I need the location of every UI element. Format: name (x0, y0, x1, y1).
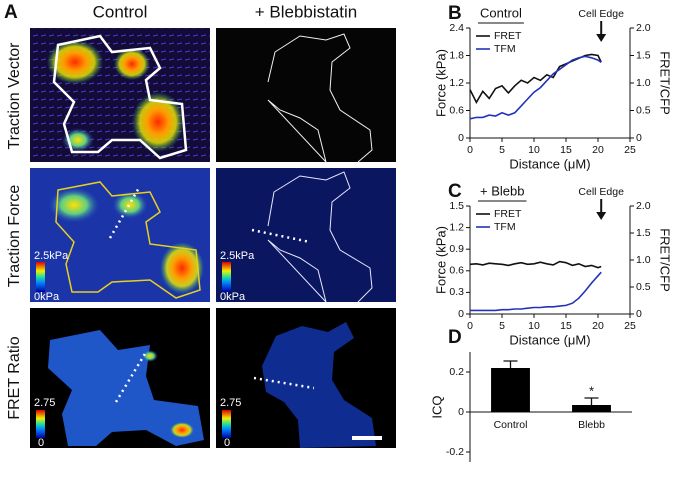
y2-tick-label: 0.5 (636, 104, 651, 116)
panel-letter: A (4, 2, 18, 23)
y-axis-label: ICQ (429, 395, 444, 418)
y-tick-label: 2.4 (449, 22, 464, 34)
bar (491, 368, 530, 412)
image-traction-vector-blebb (216, 28, 396, 164)
x-axis-label: Distance (μM) (509, 156, 590, 171)
y-axis-label: Force (kPa) (433, 226, 448, 294)
series-line (469, 53, 602, 104)
y-tick-label: 1.2 (449, 221, 464, 233)
y-tick-label: 1.8 (449, 49, 464, 61)
chart-title: Control (480, 5, 522, 20)
colorbar-min: 0kPa (220, 291, 246, 303)
y-tick-label: 0.9 (449, 243, 464, 255)
x-tick-label: 25 (624, 144, 636, 156)
x-tick-label: 10 (528, 144, 540, 156)
y-tick-label: 0 (458, 406, 464, 418)
series-line (469, 55, 602, 120)
chart-title: + Blebb (480, 183, 524, 198)
y2-tick-label: 2.0 (636, 200, 651, 212)
y-tick-label: 0.3 (449, 286, 464, 298)
x-axis-label: Distance (μM) (509, 332, 590, 347)
image-fret-control: 2.75 0 (30, 308, 210, 449)
series-line (470, 271, 602, 312)
y2-tick-label: 0 (636, 308, 642, 320)
y-tick-label: 0.2 (449, 366, 464, 378)
x-tick-label: 15 (560, 144, 572, 156)
y2-axis-label: FRET/CFP (658, 51, 673, 115)
colorbar-max: 2.75 (220, 397, 241, 409)
row-header: FRET Ratio (6, 336, 23, 419)
x-tick-label: 25 (624, 320, 636, 332)
y-tick-label: 0 (458, 308, 464, 320)
legend-label: FRET (494, 208, 522, 220)
y2-tick-label: 0 (636, 132, 642, 144)
colorbar-min: 0kPa (34, 291, 60, 303)
error-bar (584, 397, 599, 405)
x-tick-label: 0 (467, 320, 473, 332)
panel-letter: D (448, 327, 462, 348)
y2-tick-label: 1.0 (636, 254, 651, 266)
y2-axis-label: FRET/CFP (658, 228, 673, 292)
y-tick-label: 0 (458, 132, 464, 144)
colorbar-max: 2.5kPa (220, 250, 255, 262)
column-header: + Blebbistatin (255, 2, 358, 21)
x-tick-label: Blebb (578, 419, 605, 431)
row-header: Traction Vector (6, 42, 23, 150)
panel-letter: C (448, 181, 462, 202)
x-tick-label: 5 (499, 144, 505, 156)
y-tick-label: 1.5 (449, 200, 464, 212)
colorbar-max: 2.75 (34, 397, 55, 409)
legend-label: TFM (494, 43, 516, 55)
image-fret-blebb: 2.75 0 (216, 308, 396, 449)
x-tick-label: 0 (467, 144, 473, 156)
colorbar-max: 2.5kPa (34, 250, 69, 262)
y-tick-label: 0.6 (449, 104, 464, 116)
x-tick-label: 20 (592, 320, 604, 332)
y-axis-label: Force (kPa) (433, 49, 448, 117)
legend-label: TFM (494, 221, 516, 233)
image-traction-force-blebb: 2.5kPa 0kPa (216, 168, 396, 304)
annotation-arrowhead (596, 212, 607, 220)
annotation: Cell Edge (578, 8, 624, 20)
y2-tick-label: 2.0 (636, 22, 651, 34)
annotation: Cell Edge (578, 186, 624, 198)
legend-label: FRET (494, 30, 522, 42)
y-tick-label: -0.2 (446, 446, 464, 458)
row-header: Traction Force (6, 185, 23, 288)
x-tick-label: 15 (560, 320, 572, 332)
scale-bar (352, 436, 382, 440)
error-bar (503, 360, 518, 368)
annotation-arrowhead (596, 34, 607, 42)
x-tick-label: 5 (499, 320, 505, 332)
image-traction-force-control: 2.5kPa 0kPa (30, 168, 210, 303)
y-tick-label: 0.6 (449, 265, 464, 277)
y2-tick-label: 1.5 (636, 227, 651, 239)
x-tick-label: 10 (528, 320, 540, 332)
x-tick-label: Control (494, 419, 528, 431)
bar (572, 405, 611, 412)
panel-letter: B (448, 3, 462, 24)
colorbar-min: 0 (38, 437, 44, 449)
y-tick-label: 1.2 (449, 77, 464, 89)
x-tick-label: 20 (592, 144, 604, 156)
column-header: Control (93, 2, 148, 21)
image-traction-vector-control (30, 28, 210, 162)
y2-tick-label: 0.5 (636, 281, 651, 293)
annotation: * (589, 383, 594, 398)
y2-tick-label: 1.5 (636, 49, 651, 61)
colorbar-min: 0 (224, 437, 230, 449)
y2-tick-label: 1.0 (636, 77, 651, 89)
series-line (469, 260, 602, 269)
